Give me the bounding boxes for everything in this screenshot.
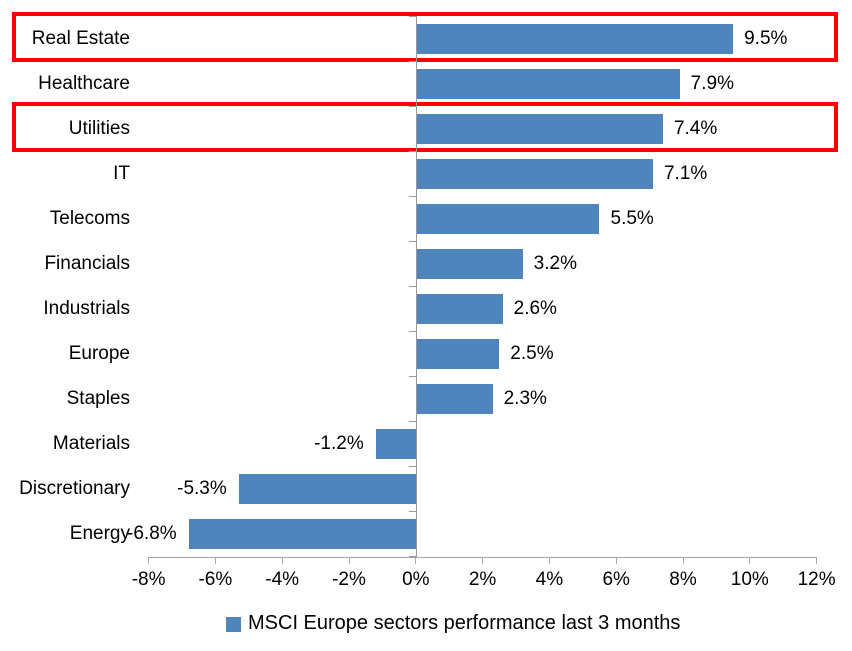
bar-it <box>415 158 653 189</box>
category-label-real-estate: Real Estate <box>31 27 130 49</box>
value-axis-tick-label: 0% <box>402 569 430 590</box>
value-label-staples: 2.3% <box>503 387 547 409</box>
value-label-industrials: 2.6% <box>513 297 557 319</box>
value-axis-tick <box>348 557 350 564</box>
value-label-financials: 3.2% <box>533 252 577 274</box>
value-axis-tick <box>148 557 150 564</box>
value-label-telecoms: 5.5% <box>610 207 654 229</box>
category-axis-line <box>415 16 417 557</box>
value-label-healthcare: 7.9% <box>690 72 734 94</box>
value-label-discretionary: -5.3% <box>177 477 227 499</box>
value-axis-tick <box>816 557 818 564</box>
bar-europe <box>415 338 500 369</box>
category-axis-tick <box>408 286 416 287</box>
value-axis-tick-label: -8% <box>131 569 166 590</box>
category-label-utilities: Utilities <box>68 117 130 139</box>
value-axis-tick <box>548 557 550 564</box>
legend-marker-icon <box>226 617 241 632</box>
bar-financials <box>415 248 523 279</box>
bar-staples <box>415 383 493 414</box>
value-axis-tick <box>214 557 216 564</box>
bar-discretionary <box>238 473 416 504</box>
bar-real-estate <box>415 23 734 54</box>
value-axis-tick <box>749 557 751 564</box>
value-axis-tick <box>482 557 484 564</box>
category-axis-tick <box>408 151 416 152</box>
legend-label: MSCI Europe sectors performance last 3 m… <box>248 612 681 634</box>
category-axis-tick <box>408 196 416 197</box>
category-axis-tick <box>408 376 416 377</box>
bar-energy <box>188 518 416 549</box>
category-label-industrials: Industrials <box>43 297 130 319</box>
value-axis-tick-label: 12% <box>797 569 836 590</box>
bar-utilities <box>415 113 663 144</box>
legend: MSCI Europe sectors performance last 3 m… <box>226 612 680 635</box>
category-axis-tick <box>408 331 416 332</box>
category-axis-tick <box>408 511 416 512</box>
value-axis-tick-label: 10% <box>730 569 769 590</box>
category-axis-tick <box>408 466 416 467</box>
category-label-materials: Materials <box>52 432 130 454</box>
category-label-it: IT <box>113 162 130 184</box>
value-label-it: 7.1% <box>663 162 708 184</box>
category-axis-tick <box>408 106 416 107</box>
value-label-energy: -6.8% <box>127 522 177 544</box>
value-axis-tick <box>415 557 417 564</box>
category-label-europe: Europe <box>68 342 130 364</box>
category-axis-tick <box>408 421 416 422</box>
bar-industrials <box>415 293 503 324</box>
category-axis-tick <box>408 61 416 62</box>
category-axis-tick <box>408 16 416 17</box>
value-label-europe: 2.5% <box>510 342 554 364</box>
category-label-discretionary: Discretionary <box>19 477 130 499</box>
category-axis-tick <box>408 556 416 557</box>
value-axis-tick-label: 2% <box>468 569 497 590</box>
value-label-utilities: 7.4% <box>673 117 718 139</box>
category-label-financials: Financials <box>44 252 130 274</box>
bar-materials <box>375 428 416 459</box>
value-label-real-estate: 9.5% <box>744 27 788 49</box>
value-axis-tick <box>615 557 617 564</box>
category-axis-tick <box>408 241 416 242</box>
value-label-materials: -1.2% <box>314 432 364 454</box>
value-axis-tick-label: 6% <box>602 569 630 590</box>
value-axis-tick-label: -4% <box>265 569 300 590</box>
value-axis-tick-label: -2% <box>332 569 366 590</box>
value-axis-tick <box>281 557 283 564</box>
category-label-telecoms: Telecoms <box>49 207 130 229</box>
category-label-staples: Staples <box>66 387 130 409</box>
value-axis-tick <box>682 557 684 564</box>
category-label-healthcare: Healthcare <box>38 72 130 94</box>
value-axis-tick-label: 8% <box>669 569 697 590</box>
bar-telecoms <box>415 203 600 234</box>
value-axis-tick-label: -6% <box>198 569 233 590</box>
value-axis-tick-label: 4% <box>535 569 564 590</box>
category-label-energy: Energy <box>69 522 130 544</box>
bar-healthcare <box>415 68 680 99</box>
